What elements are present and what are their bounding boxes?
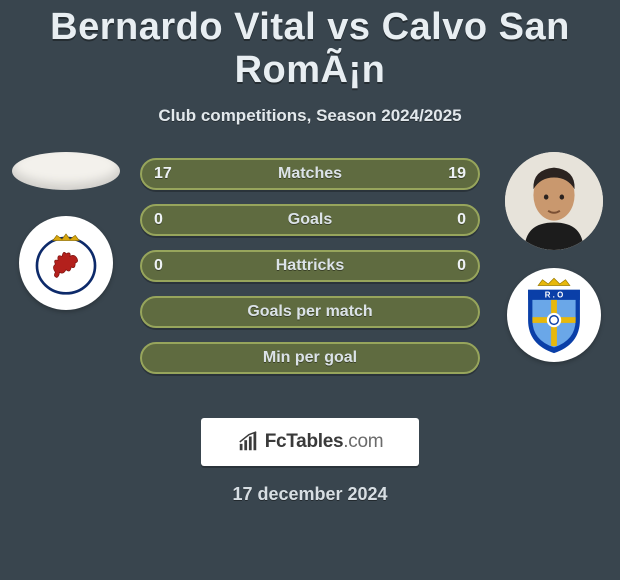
stat-label: Min per goal [142, 344, 478, 372]
watermark-brand: FcTables [265, 431, 344, 452]
left-player-photo [12, 152, 120, 190]
comparison-stage: R . O 17 Matches 19 0 Goals 0 0 Hattrick… [0, 152, 620, 412]
stat-bars: 17 Matches 19 0 Goals 0 0 Hattricks 0 Go… [140, 158, 480, 388]
stat-left-value: 17 [142, 160, 184, 188]
stat-row-hattricks: 0 Hattricks 0 [140, 250, 480, 282]
stat-right-value: 0 [445, 252, 478, 280]
stat-left-value: 0 [142, 206, 175, 234]
watermark-badge: FcTables.com [201, 418, 419, 466]
svg-text:R . O: R . O [545, 291, 563, 300]
footer-date: 17 december 2024 [0, 484, 620, 505]
left-club-badge [19, 216, 113, 310]
left-player-column [6, 152, 126, 412]
watermark-domain: .com [343, 431, 383, 452]
stat-left-value: 0 [142, 252, 175, 280]
stat-label: Goals per match [142, 298, 478, 326]
right-player-column: R . O [494, 152, 614, 412]
page-title: Bernardo Vital vs Calvo San RomÃ¡n [0, 0, 620, 92]
page-subtitle: Club competitions, Season 2024/2025 [0, 106, 620, 126]
stat-label: Hattricks [142, 252, 478, 280]
right-club-badge: R . O [507, 268, 601, 362]
stat-right-value: 0 [445, 206, 478, 234]
oviedo-crest-icon: R . O [518, 275, 590, 355]
watermark-text: FcTables.com [265, 431, 384, 453]
stat-row-goals-per-match: Goals per match [140, 296, 480, 328]
player-portrait-icon [505, 152, 603, 250]
zaragoza-crest-icon [33, 230, 99, 296]
stat-label: Goals [142, 206, 478, 234]
stat-row-min-per-goal: Min per goal [140, 342, 480, 374]
stat-row-matches: 17 Matches 19 [140, 158, 480, 190]
right-player-photo [505, 152, 603, 250]
stat-row-goals: 0 Goals 0 [140, 204, 480, 236]
bar-chart-icon [237, 431, 259, 453]
stat-right-value: 19 [436, 160, 478, 188]
stat-label: Matches [142, 160, 478, 188]
